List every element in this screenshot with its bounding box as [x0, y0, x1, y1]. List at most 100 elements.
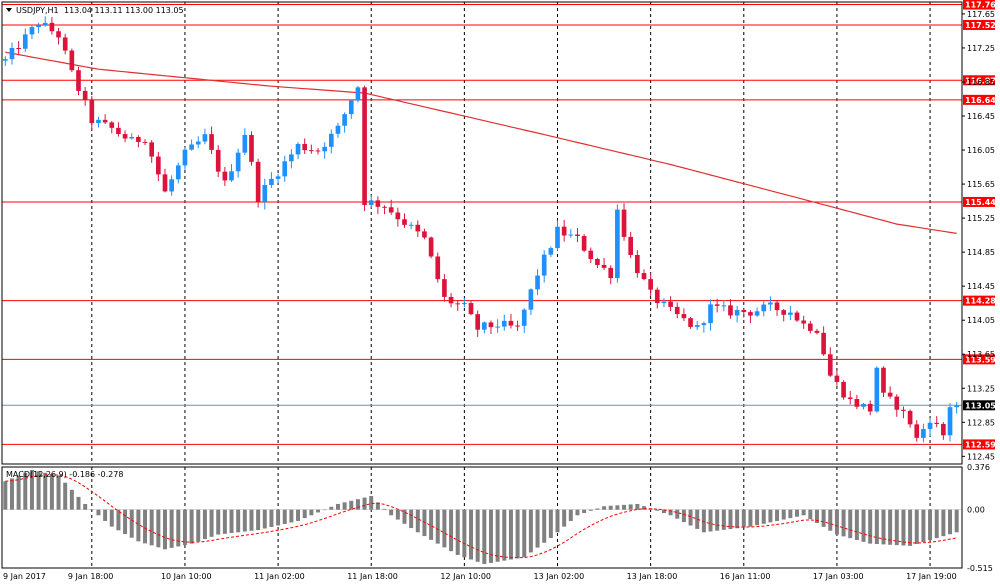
- macd-bar: [568, 509, 573, 521]
- candle-body: [847, 397, 853, 400]
- candle-body: [195, 141, 201, 145]
- macd-bar: [129, 509, 134, 538]
- macd-bar: [582, 509, 587, 514]
- macd-bar: [249, 509, 254, 531]
- candle-body: [807, 323, 813, 331]
- level-tag: [963, 196, 995, 207]
- candle-body: [408, 224, 414, 226]
- candle-body: [901, 409, 906, 411]
- candle-body: [289, 154, 294, 162]
- y-tick-label: 113.65: [967, 350, 995, 359]
- candle-body: [9, 47, 15, 60]
- current-price-tag-text: 113.05: [965, 401, 996, 410]
- macd-bar: [103, 509, 108, 521]
- candle-body: [801, 320, 806, 324]
- candle-body: [947, 407, 953, 436]
- y-tick-label: 112.45: [967, 452, 995, 461]
- candle-body: [282, 161, 288, 177]
- macd-bar: [761, 509, 766, 524]
- candle-body: [448, 296, 454, 304]
- macd-bar: [721, 509, 726, 530]
- macd-bar: [222, 509, 227, 534]
- candle-body: [302, 143, 308, 151]
- macd-bar: [635, 503, 640, 510]
- macd-bar: [495, 509, 500, 562]
- macd-bar: [96, 509, 101, 516]
- macd-bar: [715, 509, 720, 531]
- candle-body: [654, 289, 660, 304]
- macd-bar: [801, 509, 806, 516]
- x-tick-label: 11 Jan 18:00: [347, 572, 398, 581]
- candle-body: [169, 179, 174, 192]
- macd-bar: [63, 482, 68, 510]
- macd-bar: [202, 509, 207, 540]
- x-tick-label: 9 Jan 18:00: [68, 572, 114, 581]
- candle-body: [96, 119, 101, 124]
- macd-bar: [502, 509, 507, 561]
- macd-bar: [868, 509, 873, 544]
- x-tick-label: 17 Jan 03:00: [813, 572, 864, 581]
- candle-body: [621, 209, 627, 237]
- candle-body: [149, 142, 155, 157]
- macd-bar: [216, 509, 221, 535]
- candle-body: [109, 122, 115, 128]
- candle-body: [142, 141, 148, 143]
- y-tick-label: 116.45: [967, 112, 995, 121]
- macd-bar: [701, 509, 706, 533]
- candle-body: [175, 165, 181, 180]
- level-tag-text: 117.76: [965, 1, 996, 10]
- candle-body: [488, 322, 494, 328]
- macd-bar: [954, 509, 959, 533]
- candle-body: [428, 237, 434, 257]
- candle-body: [601, 264, 607, 268]
- candle-body: [402, 219, 407, 225]
- candle-body: [748, 312, 753, 316]
- candle-body: [202, 134, 208, 142]
- candle-body: [841, 381, 846, 398]
- x-tick-label: 10 Jan 10:00: [161, 572, 212, 581]
- macd-bar: [741, 509, 746, 528]
- macd-bar: [901, 509, 906, 546]
- candle-body: [821, 332, 826, 355]
- candle-body: [235, 152, 241, 172]
- candle-body: [668, 301, 673, 307]
- candle-body: [595, 259, 600, 265]
- macd-bar: [681, 509, 686, 523]
- macd-bar: [748, 509, 753, 527]
- macd-bar: [256, 509, 261, 531]
- candle-body: [242, 134, 248, 153]
- macd-bar: [109, 509, 114, 527]
- horizontal-levels[interactable]: 117.76 117.52 116.87 116.64 115.44 114.28 113.…: [2, 0, 996, 450]
- macd-bar: [602, 506, 607, 510]
- candle-body: [455, 303, 461, 305]
- candle-body: [129, 137, 135, 139]
- candle-body: [162, 174, 168, 192]
- chevron-down-icon[interactable]: [6, 8, 12, 12]
- candle-body: [328, 133, 334, 147]
- level-tag-text: 117.52: [965, 21, 996, 30]
- macd-bar: [548, 509, 553, 538]
- candle-body: [894, 396, 900, 410]
- macd-tick-label: -0.515: [967, 564, 993, 573]
- candle-body: [481, 322, 487, 330]
- candle-body: [315, 150, 321, 152]
- candle-body: [69, 50, 75, 71]
- macd-bar: [795, 509, 800, 517]
- macd-bar: [695, 509, 700, 529]
- y-tick-label: 115.25: [967, 214, 995, 223]
- macd-bar: [136, 509, 141, 542]
- level-tag: [963, 75, 995, 86]
- macd-bar: [143, 509, 148, 544]
- candle-body: [635, 254, 640, 274]
- candle-body: [628, 236, 634, 255]
- macd-bar: [941, 509, 946, 537]
- macd-bar: [874, 509, 879, 545]
- macd-bar: [189, 509, 194, 544]
- candle-body: [681, 314, 687, 319]
- candle-body: [521, 309, 527, 326]
- level-tag-text: 116.64: [965, 96, 996, 105]
- candle-body: [375, 200, 381, 207]
- macd-bar: [395, 509, 400, 520]
